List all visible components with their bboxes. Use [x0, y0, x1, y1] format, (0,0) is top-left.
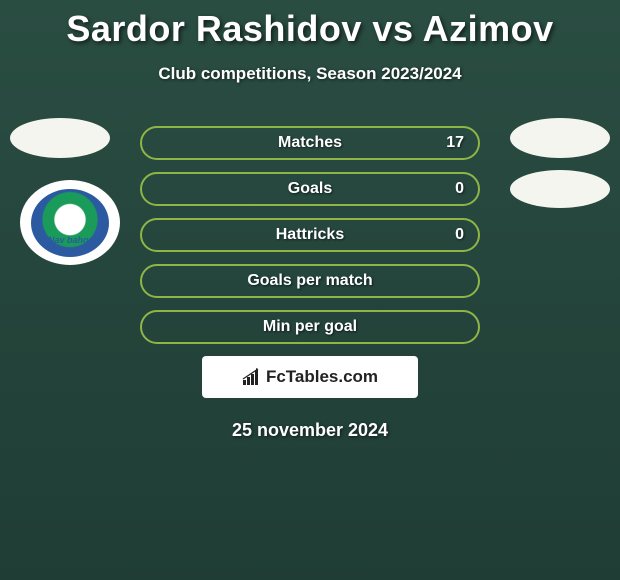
- bars-icon: [242, 368, 262, 386]
- stat-row-gpm: Goals per match: [140, 264, 480, 298]
- player-avatar-left: [10, 118, 110, 158]
- club-badge: Nav bahor: [20, 180, 120, 265]
- stat-row-goals: Goals 0: [140, 172, 480, 206]
- date-label: 25 november 2024: [0, 420, 620, 441]
- stat-label: Min per goal: [263, 318, 357, 336]
- stat-label: Hattricks: [276, 226, 344, 244]
- stat-row-matches: Matches 17: [140, 126, 480, 160]
- stat-value: 17: [446, 134, 464, 152]
- stat-value: 0: [455, 180, 464, 198]
- player-avatar-right-2: [510, 170, 610, 208]
- stat-label: Matches: [278, 134, 342, 152]
- stat-value: 0: [455, 226, 464, 244]
- brand-text: FcTables.com: [266, 367, 378, 387]
- page-subtitle: Club competitions, Season 2023/2024: [0, 64, 620, 84]
- player-avatar-right: [510, 118, 610, 158]
- club-name: Nav bahor: [48, 236, 92, 245]
- page-title: Sardor Rashidov vs Azimov: [0, 0, 620, 50]
- club-badge-inner: Nav bahor: [31, 189, 109, 257]
- stat-label: Goals per match: [247, 272, 372, 290]
- stat-row-mpg: Min per goal: [140, 310, 480, 344]
- brand-box: FcTables.com: [202, 356, 418, 398]
- brand: FcTables.com: [242, 367, 378, 387]
- stat-label: Goals: [288, 180, 332, 198]
- stats-container: Matches 17 Goals 0 Hattricks 0 Goals per…: [140, 126, 480, 344]
- stat-row-hattricks: Hattricks 0: [140, 218, 480, 252]
